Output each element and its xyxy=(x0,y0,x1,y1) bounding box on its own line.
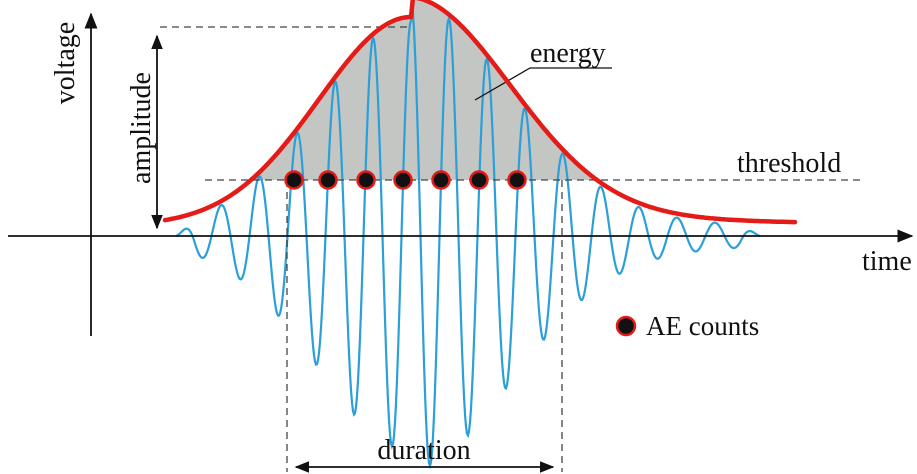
legend-ae-counts-label: AE counts xyxy=(646,311,759,341)
ae-count-marker-6 xyxy=(469,170,489,190)
ae-count-marker-1 xyxy=(284,170,304,190)
ae-count-marker-5 xyxy=(431,170,451,190)
energy-leader-line xyxy=(474,67,612,101)
ae-waveform xyxy=(175,4,761,470)
voltage-label: voltage xyxy=(50,22,81,104)
duration-label: duration xyxy=(377,435,470,466)
ae-count-marker-3 xyxy=(356,170,376,190)
signal-envelope xyxy=(162,0,798,225)
ae-count-marker-2 xyxy=(318,170,338,190)
ae-count-markers xyxy=(284,170,527,190)
time-label: time xyxy=(862,246,912,277)
threshold-label: threshold xyxy=(737,148,841,179)
amplitude-label: amplitude xyxy=(126,72,157,184)
legend-ae-count-marker xyxy=(615,315,637,337)
ae-count-marker-7 xyxy=(507,170,527,190)
energy-label: energy xyxy=(530,38,606,69)
ae-count-marker-4 xyxy=(393,170,413,190)
energy-area xyxy=(251,0,596,180)
